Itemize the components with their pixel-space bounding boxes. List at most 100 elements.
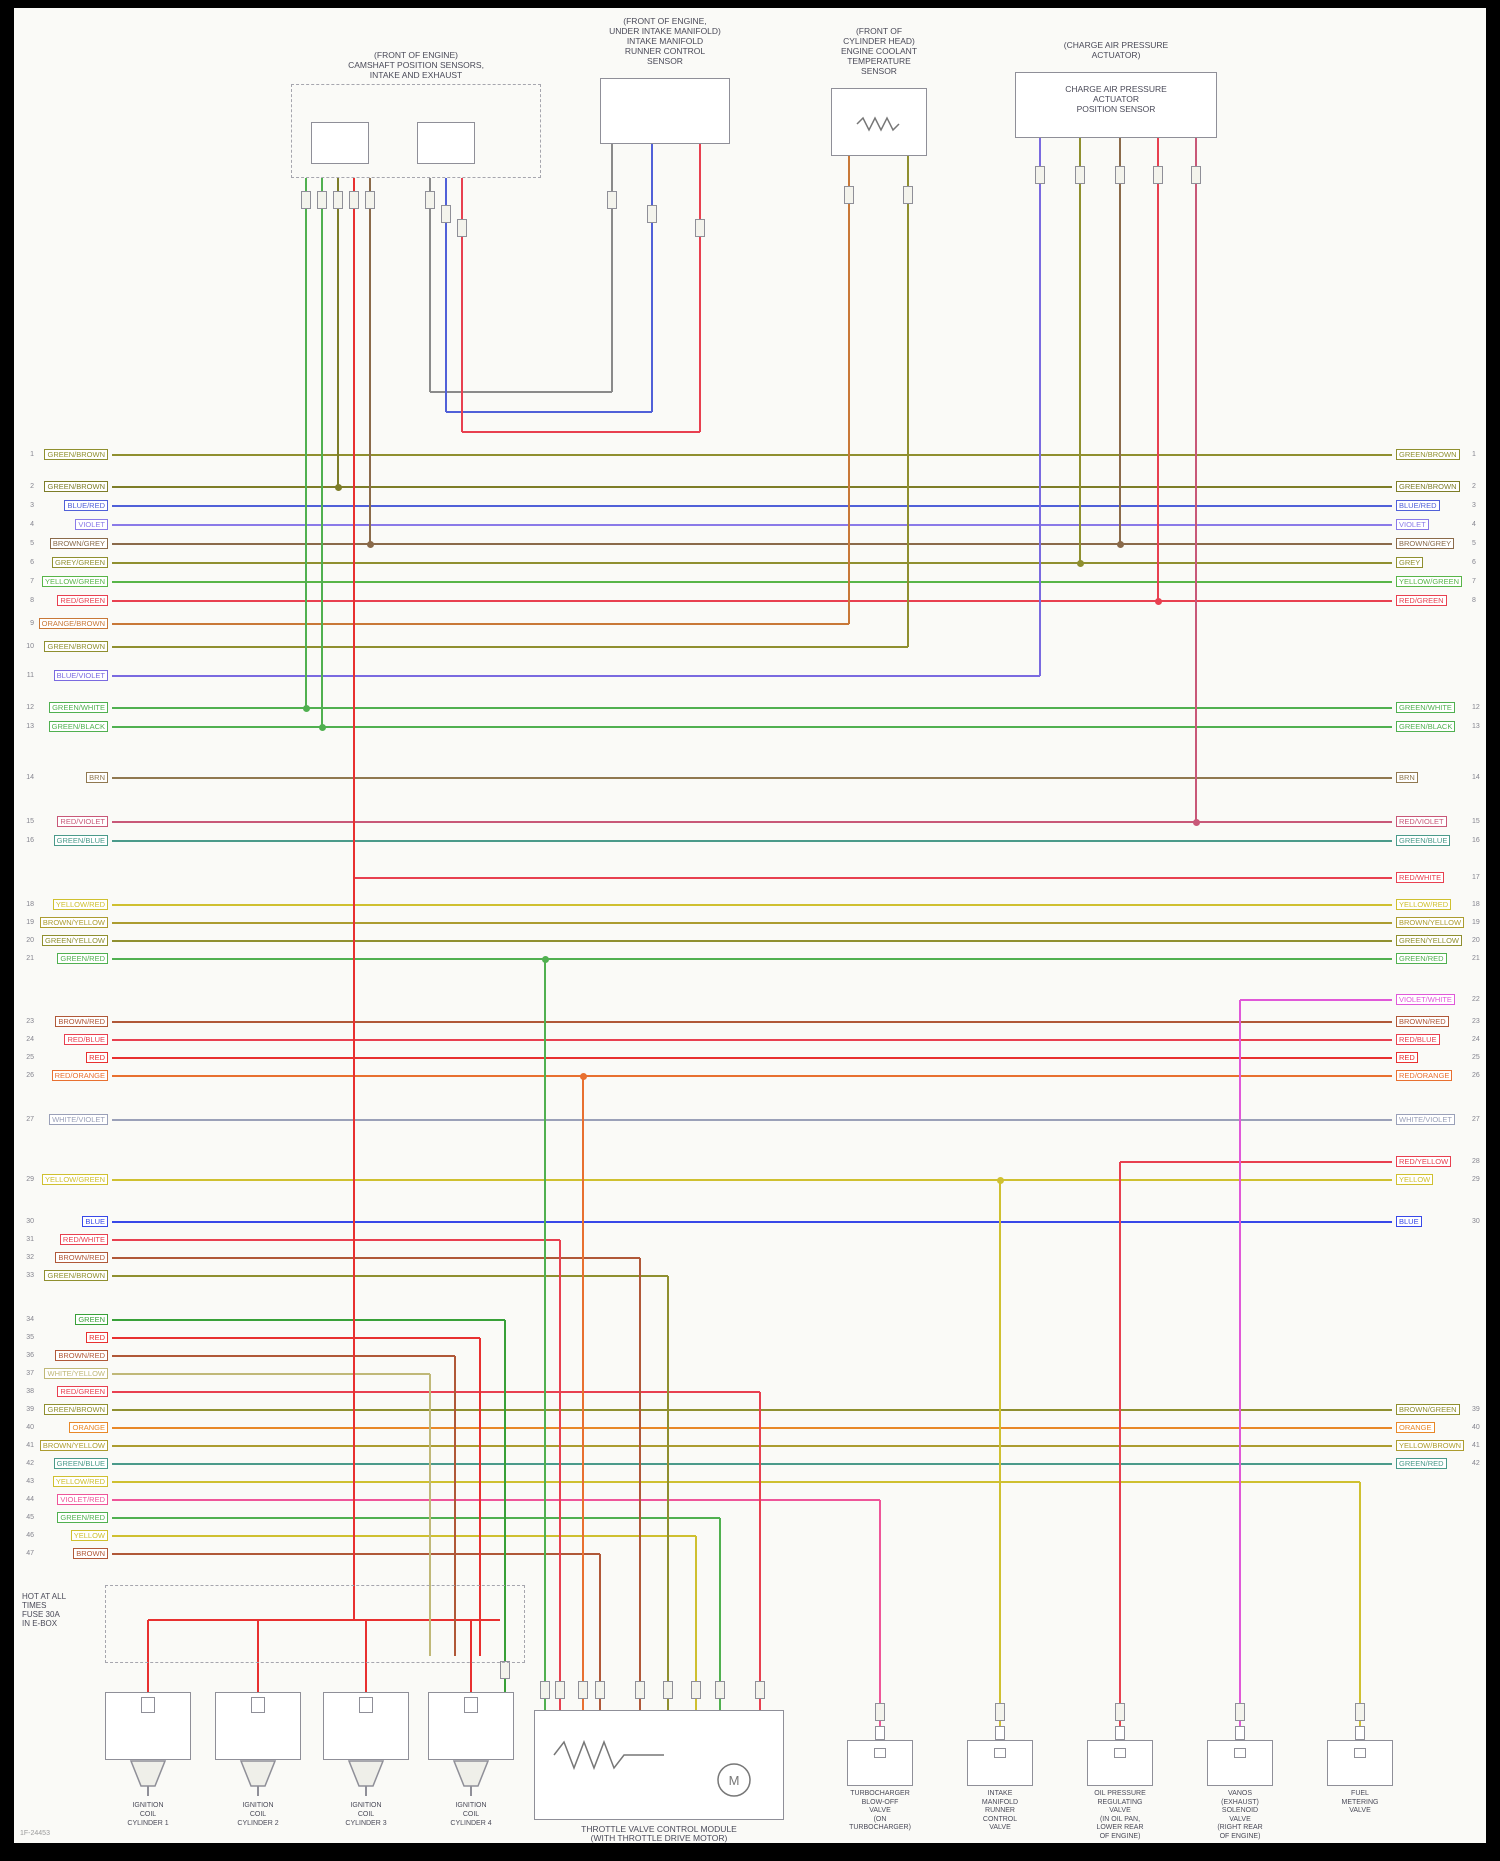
wire-label-right: RED/WHITE: [1396, 872, 1445, 883]
valve-label: VALVE: [989, 1824, 1011, 1831]
pin-number-right: 28: [1472, 1158, 1480, 1165]
wire-label-right: BLUE: [1396, 1216, 1422, 1227]
valve-label: VALVE: [869, 1807, 891, 1814]
component-label: SENSOR: [647, 56, 683, 66]
connector-block: [555, 1681, 565, 1699]
pin-number-right: 23: [1472, 1018, 1480, 1025]
svg-text:M: M: [729, 1773, 740, 1788]
pin-number-right: 20: [1472, 937, 1480, 944]
pin-number-right: 24: [1472, 1036, 1480, 1043]
valve-label: OF ENGINE): [1099, 1832, 1141, 1840]
spark-plug-icon: [105, 1760, 191, 1805]
valve-label: OIL PRESSURE: [1094, 1790, 1146, 1797]
connector-block: [844, 186, 854, 204]
valve-box: [1207, 1740, 1273, 1786]
wire-row: [112, 707, 1392, 709]
pin-number-left: 42: [26, 1460, 34, 1467]
valve-label: VALVE: [1229, 1815, 1251, 1823]
pin-number-right: 26: [1472, 1072, 1480, 1079]
connector-block: [1035, 166, 1045, 184]
valve-label: METERING: [1341, 1798, 1379, 1806]
wire-row: [112, 623, 849, 625]
wire-row: [112, 958, 1392, 960]
wire-label-right: GREEN/RED: [1396, 1458, 1447, 1469]
pin-number-right: 7: [1472, 578, 1476, 585]
wire-row: [112, 1481, 1360, 1483]
connector-block: [695, 219, 705, 237]
wire-row: [112, 777, 1392, 779]
wire-label-left: GREEN/BROWN: [44, 1270, 108, 1281]
wire-label-left: GREEN/BLACK: [48, 721, 108, 732]
pin-number-left: 44: [26, 1496, 34, 1503]
pin-number-right: 12: [1472, 704, 1480, 711]
valve-label: (IN OIL PAN,: [1099, 1815, 1141, 1823]
wire-row: [112, 922, 1392, 924]
wire-vertical: [445, 178, 447, 412]
valve-label: (RIGHT REAR: [1217, 1824, 1263, 1831]
pin-number-left: 5: [30, 540, 34, 547]
wire-label-right: GREEN/WHITE: [1396, 702, 1455, 713]
wire-row: [112, 1039, 1392, 1041]
pin-number-left: 8: [30, 597, 34, 604]
pin-number-left: 14: [26, 774, 34, 781]
fusebox-label: IN E-BOX: [22, 1619, 58, 1628]
wire-label-left: VIOLET/RED: [57, 1494, 108, 1505]
valve-inner: [1114, 1748, 1126, 1758]
wire-vertical: [719, 1518, 721, 1712]
wire-label-right: YELLOW/RED: [1396, 899, 1452, 910]
wire-label-left: BROWN/RED: [55, 1016, 108, 1027]
wire-row: [112, 581, 1392, 583]
wire-vertical: [667, 1276, 669, 1712]
coil-connector: [359, 1697, 373, 1713]
valve-label: (ON: [873, 1815, 887, 1823]
wire-segment: [148, 1619, 500, 1621]
frame-right: [1486, 0, 1500, 1861]
wire-label-left: YELLOW/RED: [52, 1476, 108, 1487]
connector-block: [457, 219, 467, 237]
component-label: INTAKE MANIFOLD: [626, 36, 704, 46]
wire-label-right: BROWN/YELLOW: [1396, 917, 1465, 928]
component-box-runner-control-sensor: [600, 78, 730, 144]
wire-label-left: YELLOW/GREEN: [41, 1174, 108, 1185]
wire-label-right: GREEN/BLACK: [1396, 721, 1456, 732]
valve-label: INTAKE: [987, 1790, 1013, 1797]
wire-label-left: GREEN/RED: [57, 1512, 108, 1523]
component-label: (CHARGE AIR PRESSURE: [1063, 40, 1169, 50]
wire-row: [112, 1427, 1392, 1429]
pin-number-right: 14: [1472, 774, 1480, 781]
valve-label: VALVE: [1109, 1807, 1131, 1814]
pin-number-left: 45: [26, 1514, 34, 1521]
connector-block: [1115, 166, 1125, 184]
coil-label: COIL: [139, 1811, 157, 1818]
wire-label-left: GREEN/RED: [57, 953, 108, 964]
wire-label-left: GREEN/BROWN: [44, 1404, 108, 1415]
coil-label: CYLINDER 1: [127, 1820, 169, 1827]
connector-block: [1153, 166, 1163, 184]
pin-number-right: 2: [1472, 483, 1476, 490]
wire-row: [112, 1337, 480, 1339]
wire-label-right: BLUE/RED: [1396, 500, 1440, 511]
pin-number-left: 3: [30, 502, 34, 509]
wire-vertical: [305, 178, 307, 708]
coil-connector: [141, 1697, 155, 1713]
wire-vertical: [611, 144, 613, 392]
wire-label-left: YELLOW/RED: [52, 899, 108, 910]
valve-stub: [995, 1726, 1005, 1740]
connector-block: [578, 1681, 588, 1699]
frame-left: [0, 0, 14, 1861]
wire-label-left: RED/ORANGE: [51, 1070, 108, 1081]
component-box-coolant-temp-sensor: [831, 88, 927, 156]
connector-block: [875, 1703, 885, 1721]
pin-number-left: 1: [30, 451, 34, 458]
connector-block: [540, 1681, 550, 1699]
component-box-charge-air-actuator: [1015, 72, 1217, 138]
pin-number-right: 41: [1472, 1442, 1480, 1449]
junction-dot: [319, 724, 326, 731]
wire-row: [112, 1445, 1392, 1447]
wire-label-right: GREEN/RED: [1396, 953, 1447, 964]
valve-box: [1327, 1740, 1393, 1786]
connector-block: [317, 191, 327, 209]
pin-number-left: 32: [26, 1254, 34, 1261]
connector-block: [1355, 1703, 1365, 1721]
wire-vertical: [1157, 138, 1159, 601]
